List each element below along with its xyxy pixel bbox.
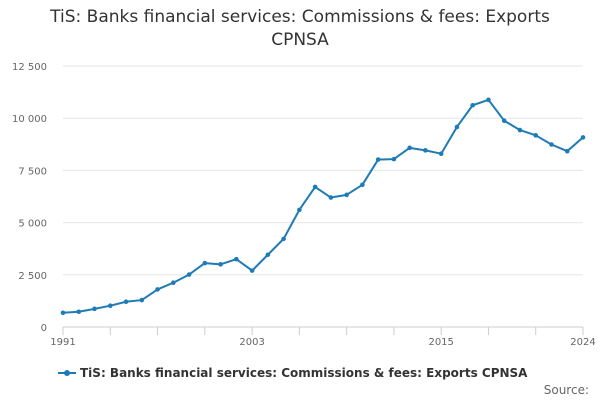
data-point xyxy=(202,260,208,266)
data-point xyxy=(501,118,507,124)
data-point xyxy=(155,287,160,292)
data-point xyxy=(92,306,97,312)
data-point xyxy=(76,309,82,315)
data-point xyxy=(438,151,444,156)
data-point xyxy=(517,127,523,133)
data-point xyxy=(328,195,334,200)
y-tick-label: 0 xyxy=(41,323,47,334)
axis-layer xyxy=(62,326,584,335)
data-point xyxy=(186,272,192,277)
data-point xyxy=(281,236,286,242)
data-point xyxy=(234,256,239,262)
y-tick-label: 5 000 xyxy=(18,219,47,230)
data-point xyxy=(549,142,554,147)
data-point xyxy=(123,299,129,305)
data-point xyxy=(486,97,491,103)
data-point xyxy=(107,303,113,309)
label-layer: 0 2 500 5 000 7 500 10 000 12 500 1991 2003 2015… xyxy=(12,62,596,348)
data-point xyxy=(580,135,586,140)
data-point xyxy=(344,192,349,198)
grid-layer xyxy=(63,65,583,276)
data-point xyxy=(171,280,176,286)
data-point xyxy=(533,133,539,138)
chart-title: TiS: Banks financial services: Commissio… xyxy=(50,7,550,50)
y-tick-label: 7 500 xyxy=(18,166,47,177)
data-point xyxy=(60,310,66,316)
x-tick-label: 2015 xyxy=(428,337,453,348)
data-point xyxy=(218,262,223,267)
data-point xyxy=(297,207,302,213)
x-tick-label: 2024 xyxy=(570,337,595,348)
data-point xyxy=(249,268,255,273)
data-point xyxy=(139,297,145,303)
data-point xyxy=(391,156,397,162)
x-tick-label: 1991 xyxy=(50,337,75,348)
data-point xyxy=(375,157,381,162)
data-point xyxy=(312,184,318,190)
legend-label: TiS: Banks financial services: Commissio… xyxy=(80,366,528,380)
data-point xyxy=(470,102,475,108)
y-tick-label: 12 500 xyxy=(12,62,47,73)
series-layer xyxy=(60,97,586,316)
source-label: Source: xyxy=(543,383,589,397)
data-point xyxy=(564,148,570,154)
series-line xyxy=(62,98,584,314)
y-tick-label: 2 500 xyxy=(18,271,47,282)
x-tick-label: 2003 xyxy=(239,337,264,348)
data-point xyxy=(360,182,365,188)
data-point xyxy=(407,145,412,151)
data-point xyxy=(423,148,428,153)
legend-dot xyxy=(64,370,70,376)
legend-swatch xyxy=(58,368,76,378)
legend[interactable]: TiS: Banks financial services: Commissio… xyxy=(58,366,527,380)
data-point xyxy=(454,124,460,130)
y-tick-label: 10 000 xyxy=(12,114,47,125)
data-point xyxy=(265,252,271,258)
